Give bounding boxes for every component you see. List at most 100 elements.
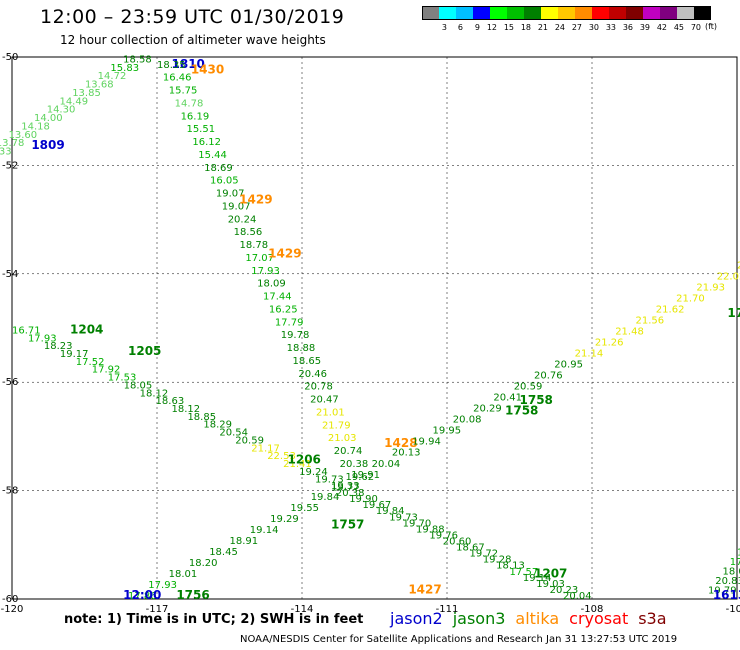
satellite-jason3: jason3 (452, 609, 506, 628)
wave-height-label: 19.55 (290, 503, 319, 514)
wave-height-label: 19.84 (311, 492, 340, 503)
wave-height-label: 18.09 (257, 279, 286, 290)
wave-height-label: 20.41 (493, 393, 522, 404)
time-label: 1429 (268, 247, 301, 261)
wave-height-label: 17.52 (76, 357, 105, 368)
wave-height-label: 21.79 (322, 420, 351, 431)
lon-tick-label: -105 (726, 604, 740, 615)
legend-swatch: 39 (626, 6, 650, 32)
time-label: 1810 (172, 57, 205, 71)
wave-height-label: 18.45 (209, 547, 238, 558)
wave-height-label: 20.23 (550, 585, 579, 596)
wave-height-label: 20.13 (392, 448, 421, 459)
wave-height-label: 19.24 (299, 467, 328, 478)
wave-height-label: 18.85 (187, 412, 216, 423)
wave-height-label: 13.85 (72, 88, 101, 99)
wave-height-label: 20.60 (443, 536, 472, 547)
wave-height-label: 19.07 (222, 201, 251, 212)
lat-tick-label: -58 (2, 486, 18, 497)
wave-height-label: 14.49 (59, 96, 88, 107)
track-track-c-west-east: 16.7117.9318.2319.1717.5217.9217.5318.05… (12, 322, 360, 493)
wave-height-label: 13.78 (0, 138, 24, 149)
wave-height-label: 21.93 (696, 282, 725, 293)
wave-height-label: 14.18 (21, 121, 50, 132)
lat-tick-label: -50 (2, 52, 18, 63)
wave-height-label: 21.17 (251, 443, 280, 454)
track-track-d-lower: 20.3819.9019.6719.8419.7319.7019.8819.76… (336, 488, 592, 602)
legend-swatch: 21 (524, 6, 548, 32)
lat-tick-label: -54 (2, 269, 18, 280)
wave-height-label: 21.14 (575, 349, 604, 360)
wave-height-label: 19.03 (536, 579, 565, 590)
wave-height-label: 16.71 (12, 325, 41, 336)
wave-height-label: 18.69 (204, 163, 233, 174)
wave-height-label: 18.13 (496, 561, 525, 572)
wave-height-label: 18.88 (287, 343, 316, 354)
wave-height-label: 21.26 (595, 338, 624, 349)
wave-height-label: 17.93 (251, 266, 280, 277)
time-label: 1427 (408, 583, 441, 597)
wave-height-label: 16.46 (163, 73, 192, 84)
wave-height-label: 21.01 (316, 407, 345, 418)
wave-height-label: 20.38 (340, 459, 369, 470)
wave-height-label: 18.56 (234, 227, 263, 238)
wave-height-label: 20.04 (372, 459, 401, 470)
units-note: note: 1) Time is in UTC; 2) SWH is in fe… (64, 612, 364, 627)
legend-value: 45 (673, 23, 684, 32)
lon-tick-label: -111 (436, 604, 459, 615)
wave-height-label: 19.79 (708, 586, 737, 597)
lat-tick-label: -56 (2, 377, 18, 388)
wave-height-label: 20.54 (219, 428, 248, 439)
time-label: 175 (727, 306, 740, 320)
wave-height-label: 19.94 (412, 437, 441, 448)
time-label: 1758 (520, 393, 553, 407)
time-label: 1428 (384, 436, 417, 450)
wave-height-label: 17.92 (92, 365, 121, 376)
wave-height-label: 20.83 (715, 576, 740, 587)
legend-swatch: 18 (507, 6, 531, 32)
legend-value: 42 (656, 23, 667, 32)
wave-height-label: 18.63 (156, 396, 185, 407)
wave-height-label: 18.58 (123, 54, 152, 65)
wave-height-label: 17.93 (148, 580, 177, 591)
wave-height-label: 17.93 (28, 333, 57, 344)
legend-swatch: 45 (660, 6, 684, 32)
wave-height-label: 13.33 (0, 147, 12, 158)
wave-height-label: 17.53 (108, 373, 137, 384)
wave-height-label: 17.07 (245, 253, 274, 264)
legend-swatch: 27 (558, 6, 582, 32)
time-label: 1206 (288, 453, 321, 467)
wave-height-label: 14.00 (34, 113, 63, 124)
time-label: 12:00 (123, 588, 161, 602)
legend-swatch: 6 (439, 6, 463, 32)
wave-height-label: 15.51 (186, 124, 215, 135)
wave-height-label: 20.47 (310, 395, 339, 406)
wave-height-label: 17.86 (128, 591, 157, 602)
wave-height-label: 15.83 (110, 63, 139, 74)
wave-height-label: 21.48 (615, 327, 644, 338)
wave-height-label: 20.29 (473, 404, 502, 415)
legend-swatch: 33 (592, 6, 616, 32)
wave-height-label: 19.07 (216, 189, 245, 200)
wave-height-label: 15.75 (169, 86, 198, 97)
wave-height-label: 15.44 (198, 150, 227, 161)
wave-height-label: 13.68 (85, 80, 114, 91)
track-track-e-diagonal: 17.8617.9318.0118.2018.4518.9119.1419.29… (128, 260, 740, 602)
wave-height-label: 20.08 (453, 415, 482, 426)
legend-value: 21 (537, 23, 548, 32)
time-label: 1758 (505, 404, 538, 418)
time-label: 1430 (191, 62, 224, 76)
wave-height-label: 21.41 (283, 459, 312, 470)
wave-height-label: 19.88 (416, 524, 445, 535)
satellite-altika: altika (515, 609, 560, 628)
wave-height-label: 20.38 (336, 488, 365, 499)
wave-height-label: 18.20 (189, 558, 218, 569)
legend-unit: (ft) (705, 22, 718, 31)
footer-credit: NOAA/NESDIS Center for Satellite Applica… (240, 634, 678, 645)
lon-tick-label: -117 (146, 604, 169, 615)
wave-height-label: 17.44 (263, 292, 292, 303)
legend-swatch: 36 (609, 6, 633, 32)
wave-height-label: 18.78 (239, 240, 268, 251)
legend-value: 15 (503, 23, 514, 32)
wave-height-label: 20.74 (334, 446, 363, 457)
